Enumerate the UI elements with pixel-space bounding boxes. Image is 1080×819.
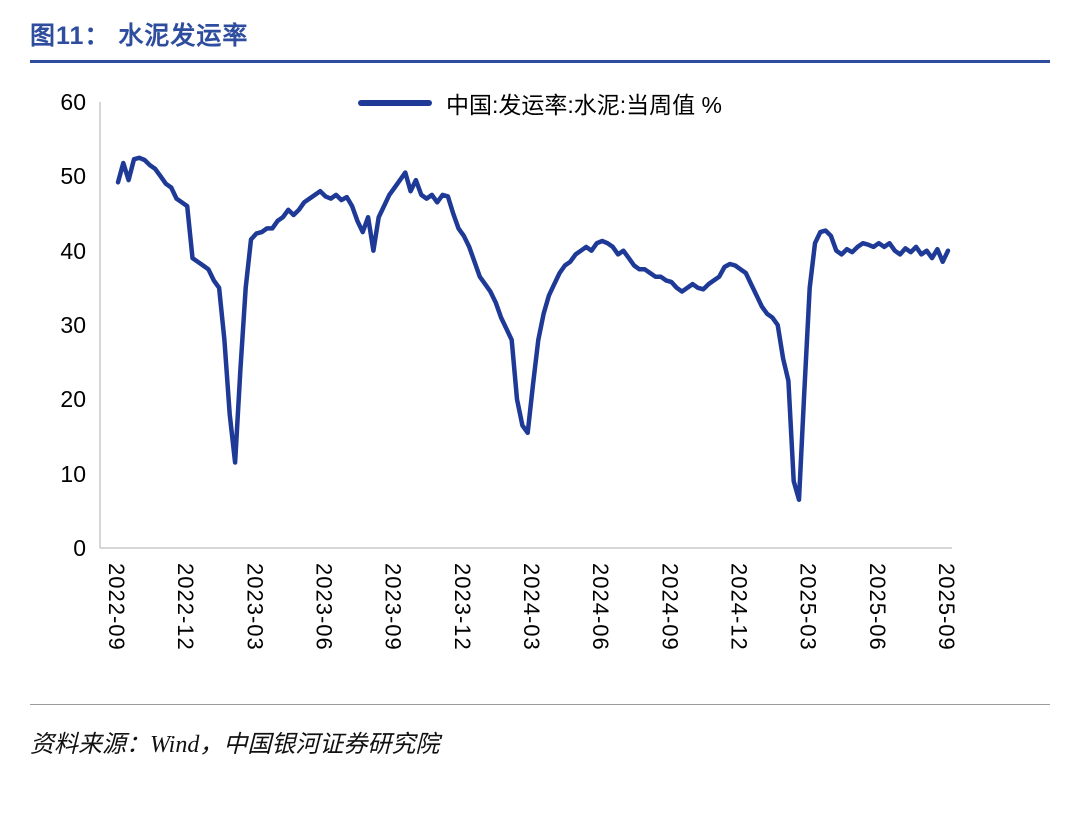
y-tick-label: 10 (60, 460, 86, 487)
x-tick-label: 2024-09 (657, 563, 683, 651)
source-note: 资料来源：Wind，中国银河证券研究院 (30, 732, 440, 758)
x-tick-label: 2024-06 (588, 563, 614, 651)
x-tick-label: 2023-06 (311, 563, 337, 651)
y-tick-label: 40 (60, 237, 86, 264)
chart-title: 图11： 水泥发运率 (30, 22, 249, 50)
chart-plot (99, 102, 952, 549)
x-tick-label: 2025-06 (864, 563, 890, 651)
title-rule (30, 60, 1050, 63)
y-tick-label: 0 (73, 535, 86, 561)
x-tick-label: 2023-03 (242, 563, 268, 651)
legend-label: 中国:发运率:水泥:当周值 % (445, 92, 722, 118)
x-tick-label: 2025-09 (934, 563, 959, 651)
y-tick-label: 50 (60, 163, 86, 190)
y-tick-label: 30 (60, 312, 86, 338)
footer-divider (30, 704, 1050, 705)
x-tick-label: 2024-03 (519, 563, 544, 651)
x-tick-label: 2025-03 (795, 563, 821, 651)
x-tick-label: 2022-12 (173, 563, 199, 651)
x-tick-label: 2023-09 (380, 563, 406, 651)
x-tick-label: 2022-09 (104, 563, 129, 651)
series-line (115, 155, 951, 502)
x-tick-label: 2023-12 (449, 563, 475, 651)
y-tick-label: 20 (60, 386, 86, 413)
legend: 中国:发运率:水泥:当周值 % (0, 88, 1080, 118)
legend-line-swatch (357, 100, 432, 106)
x-tick-label: 2024-12 (726, 563, 752, 651)
